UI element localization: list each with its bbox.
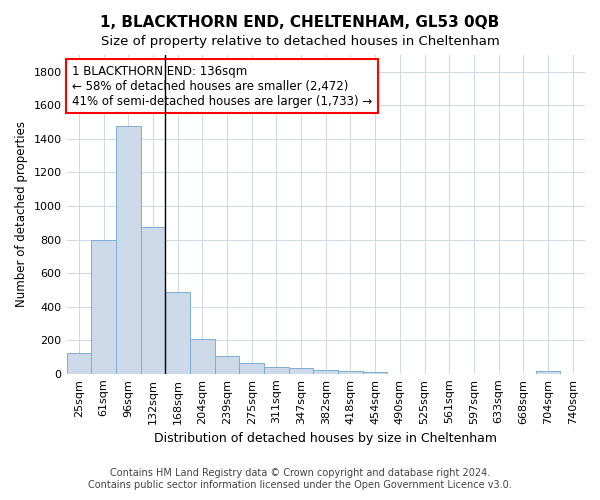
Text: Contains HM Land Registry data © Crown copyright and database right 2024.
Contai: Contains HM Land Registry data © Crown c… [88,468,512,490]
Bar [289,368,313,374]
Y-axis label: Number of detached properties: Number of detached properties [15,122,28,308]
Bar [190,340,215,374]
Bar [338,371,363,374]
Bar [67,353,91,374]
Bar [313,370,338,374]
Bar [536,372,560,374]
Bar [264,367,289,374]
X-axis label: Distribution of detached houses by size in Cheltenham: Distribution of detached houses by size … [154,432,497,445]
Bar [165,292,190,374]
Bar [140,227,165,374]
Text: 1, BLACKTHORN END, CHELTENHAM, GL53 0QB: 1, BLACKTHORN END, CHELTENHAM, GL53 0QB [100,15,500,30]
Bar [91,240,116,374]
Text: 1 BLACKTHORN END: 136sqm
← 58% of detached houses are smaller (2,472)
41% of sem: 1 BLACKTHORN END: 136sqm ← 58% of detach… [72,64,372,108]
Bar [116,126,140,374]
Bar [215,356,239,374]
Bar [363,372,388,374]
Text: Size of property relative to detached houses in Cheltenham: Size of property relative to detached ho… [101,35,499,48]
Bar [239,363,264,374]
